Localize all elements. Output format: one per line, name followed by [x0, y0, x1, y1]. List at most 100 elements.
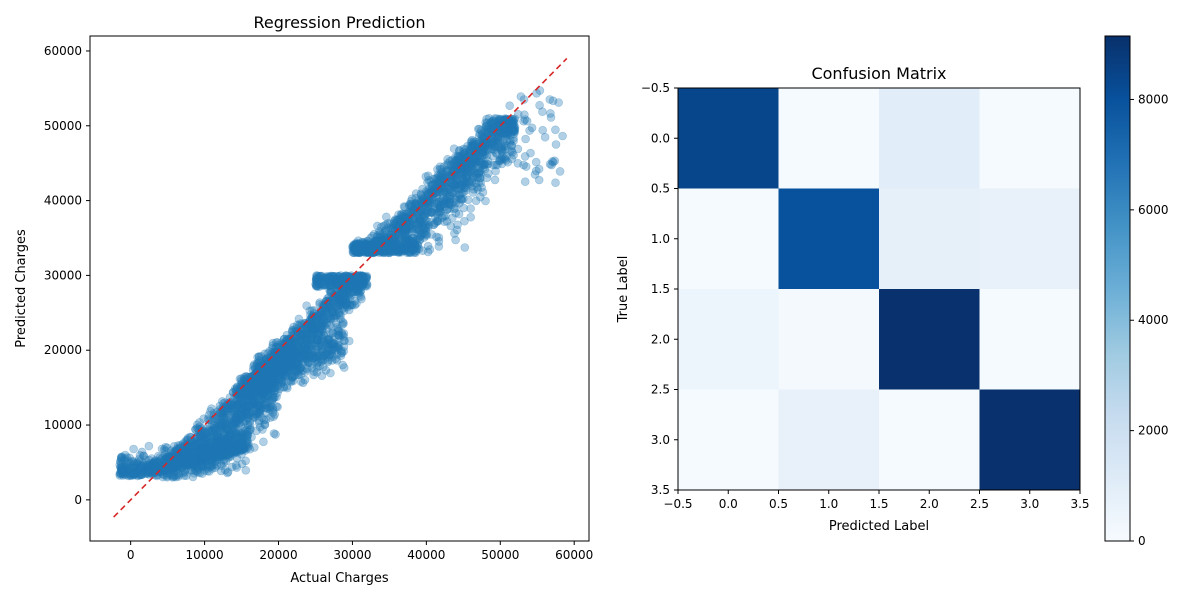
scatter-point: [179, 457, 188, 467]
scatter-point: [229, 440, 238, 449]
scatter-point: [522, 116, 532, 126]
scatter-point: [191, 457, 201, 466]
y-tick-label: 0.5: [651, 182, 670, 196]
scatter-point: [244, 384, 254, 393]
scatter-point: [327, 281, 337, 290]
scatter-point: [520, 152, 530, 161]
scatter-point: [410, 242, 420, 251]
heatmap-y-label: True Label: [616, 256, 631, 324]
x-tick-label: 1.0: [819, 497, 838, 511]
scatter-point: [207, 450, 216, 459]
scatter-point: [129, 444, 138, 454]
scatter-point: [203, 437, 212, 447]
scatter-point: [148, 462, 157, 471]
scatter-point: [192, 456, 201, 466]
scatter-point: [196, 449, 205, 459]
scatter-point: [525, 126, 534, 135]
scatter-point: [192, 458, 201, 467]
scatter-point: [221, 449, 230, 459]
scatter-point: [447, 187, 456, 197]
scatter-point: [198, 449, 208, 459]
scatter-point: [186, 451, 195, 461]
scatter-point: [413, 223, 423, 233]
scatter-point: [167, 462, 177, 472]
scatter-point: [155, 457, 164, 467]
scatter-point: [148, 467, 157, 477]
scatter-point: [270, 410, 280, 419]
scatter-point: [215, 451, 225, 461]
scatter-point: [143, 461, 153, 470]
scatter-point: [191, 438, 201, 447]
scatter-point: [198, 450, 207, 460]
scatter-point: [554, 98, 563, 107]
scatter-point: [142, 469, 151, 478]
scatter-point: [226, 438, 236, 447]
heatmap-x-label: Predicted Label: [829, 519, 929, 534]
scatter-point: [199, 447, 208, 456]
scatter-point: [212, 434, 222, 444]
scatter-point: [226, 446, 236, 456]
heatmap-cell: [778, 289, 879, 390]
scatter-point: [545, 95, 555, 104]
scatter-point: [124, 464, 134, 474]
scatter-point: [506, 130, 515, 140]
scatter-point: [449, 159, 458, 168]
scatter-point: [205, 450, 215, 460]
scatter-point: [209, 446, 218, 456]
scatter-point: [161, 466, 170, 475]
scatter-point: [163, 459, 173, 469]
scatter-point: [226, 447, 235, 457]
scatter-point: [218, 438, 228, 448]
scatter-point: [273, 361, 283, 371]
scatter-point: [167, 464, 176, 474]
scatter-point: [125, 466, 134, 476]
scatter-point: [221, 450, 230, 460]
scatter-point: [202, 453, 212, 463]
scatter-point: [159, 459, 169, 468]
scatter-point: [226, 449, 236, 458]
scatter-point: [551, 178, 560, 187]
scatter-point: [197, 460, 207, 470]
scatter-point: [219, 440, 228, 450]
scatter-point: [140, 469, 150, 478]
y-tick-label: −0.5: [641, 81, 670, 95]
scatter-point: [201, 442, 210, 452]
scatter-point: [236, 406, 245, 416]
scatter-point: [183, 457, 193, 467]
scatter-point: [546, 109, 555, 118]
heatmap-cell: [979, 88, 1080, 189]
scatter-point: [222, 434, 232, 443]
scatter-point: [203, 446, 213, 455]
scatter-point: [183, 459, 193, 468]
scatter-point: [232, 434, 242, 443]
scatter-point: [164, 455, 174, 464]
scatter-point: [137, 470, 147, 480]
scatter-point: [219, 436, 228, 446]
scatter-x-label: Actual Charges: [290, 571, 389, 586]
scatter-point: [490, 175, 500, 185]
scatter-point: [141, 455, 151, 465]
scatter-point: [513, 144, 523, 154]
scatter-point: [497, 143, 507, 152]
scatter-point: [206, 447, 215, 457]
scatter-point: [135, 462, 145, 471]
scatter-point: [202, 451, 212, 461]
scatter-point: [132, 463, 142, 473]
scatter-point: [224, 449, 234, 459]
scatter-point: [131, 458, 140, 468]
scatter-point: [203, 439, 213, 449]
scatter-point: [142, 463, 152, 473]
heatmap-cell: [778, 389, 879, 490]
y-tick-label: 10000: [44, 418, 82, 432]
scatter-point: [497, 115, 507, 125]
scatter-point: [235, 440, 245, 450]
colorbar-tick-label: 2000: [1138, 424, 1169, 438]
scatter-point: [440, 176, 449, 186]
scatter-point: [286, 342, 295, 352]
scatter-point: [150, 456, 160, 465]
scatter-point: [298, 378, 308, 388]
scatter-point: [211, 452, 220, 462]
scatter-point: [209, 445, 218, 455]
scatter-point: [204, 410, 214, 420]
